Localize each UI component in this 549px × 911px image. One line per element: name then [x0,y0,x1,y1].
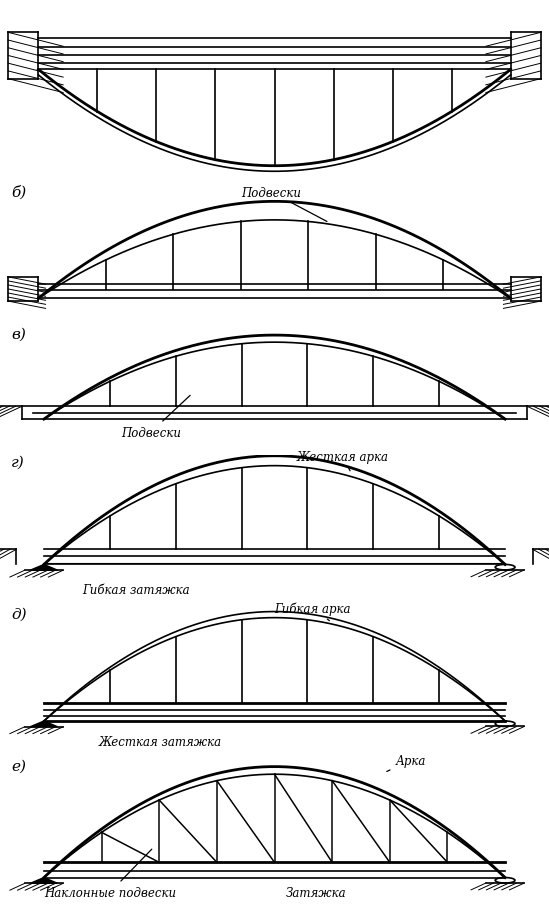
Polygon shape [30,877,58,884]
Text: Затяжка: Затяжка [285,885,346,899]
Text: в): в) [11,327,26,342]
Text: е): е) [11,759,26,773]
Text: Жесткая арка: Жесткая арка [296,450,389,471]
Text: Подвески: Подвески [242,187,327,222]
Text: б): б) [11,185,26,200]
Text: Гибкая арка: Гибкая арка [274,601,351,621]
Text: г): г) [11,456,25,469]
Text: Подвески: Подвески [121,396,190,439]
Text: Гибкая затяжка: Гибкая затяжка [82,584,190,597]
Text: Жесткая затяжка: Жесткая затяжка [99,735,222,749]
Text: д): д) [11,608,26,621]
Text: Арка: Арка [387,753,425,772]
Polygon shape [30,565,58,570]
Polygon shape [30,722,58,727]
Text: Наклонные подвески: Наклонные подвески [44,849,176,899]
